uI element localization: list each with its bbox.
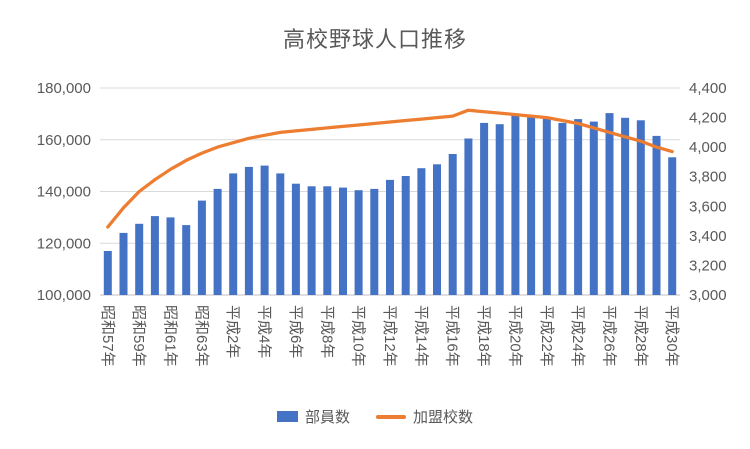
x-axis-tick-label: 平成4年: [256, 305, 273, 358]
x-axis-tick-label: 平成10年: [350, 305, 367, 367]
bar: [558, 122, 567, 296]
bar: [229, 173, 238, 295]
bar: [323, 186, 332, 295]
line-series: [106, 108, 674, 229]
bar: [652, 135, 661, 295]
right-axis-tick-label: 4,400: [689, 80, 727, 97]
bar: [197, 200, 206, 295]
line-series-label: 加盟校数: [413, 409, 474, 426]
right-axis-tick-label: 3,400: [689, 228, 727, 245]
bar: [260, 165, 269, 295]
bar: [150, 216, 159, 295]
bar: [433, 164, 441, 295]
right-axis-tick-label: 3,800: [689, 169, 727, 186]
bar: [668, 157, 677, 295]
x-axis-tick-label: 平成30年: [663, 305, 680, 367]
bar: [354, 190, 363, 295]
bar: [401, 176, 410, 295]
x-axis-tick-label: 平成8年: [318, 305, 335, 358]
left-axis-tick-label: 120,000: [37, 235, 91, 252]
bar: [119, 232, 128, 295]
x-axis-tick-label: 平成28年: [632, 305, 649, 367]
x-axis-tick-label: 平成18年: [475, 305, 492, 367]
bar: [307, 186, 316, 295]
x-axis-tick-label: 平成20年: [506, 305, 523, 367]
bar: [386, 179, 394, 295]
right-axis-tick-label: 3,000: [689, 287, 727, 304]
x-axis-tick-label: 平成26年: [601, 305, 618, 367]
right-axis-tick-label: 3,200: [689, 257, 727, 274]
x-axis-tick-label: 昭和57年: [99, 305, 116, 367]
bar: [511, 115, 520, 295]
right-axis-tick-label: 3,600: [689, 198, 727, 215]
legend: 部員数 加盟校数: [0, 406, 750, 427]
bar: [135, 223, 144, 295]
bar: [574, 119, 583, 295]
bar: [103, 251, 112, 295]
left-axis-tick-label: 140,000: [37, 184, 91, 201]
x-axis-tick-label: 平成2年: [224, 305, 241, 358]
left-axis-tick-label: 160,000: [37, 132, 91, 149]
legend-item-members: 部員数: [276, 406, 350, 427]
bar: [589, 121, 598, 295]
bar: [244, 166, 253, 295]
left-axis-tick-label: 180,000: [37, 80, 91, 97]
bar: [276, 173, 285, 295]
x-axis-tick-label: 平成6年: [287, 305, 304, 358]
bar: [480, 122, 489, 296]
x-axis-tick-label: 昭和59年: [130, 305, 147, 367]
bar: [370, 188, 379, 295]
bar-series-label: 部員数: [304, 409, 350, 426]
line-series-swatch-icon: [376, 414, 406, 419]
bar: [448, 154, 457, 295]
x-axis-tick-label: 平成22年: [538, 305, 555, 367]
bar: [605, 113, 614, 295]
bar: [542, 117, 551, 295]
bar: [621, 117, 630, 295]
x-axis-tick-label: 平成24年: [569, 305, 586, 367]
bar: [291, 183, 300, 295]
bar: [464, 138, 473, 295]
bar: [495, 124, 504, 295]
left-axis-tick-label: 100,000: [37, 287, 91, 304]
bar-series-swatch-icon: [276, 411, 298, 422]
x-axis-tick-label: 平成16年: [444, 305, 461, 367]
bar: [339, 187, 347, 295]
chart-title: 高校野球人口推移: [282, 27, 467, 52]
x-axis-tick-label: 平成14年: [412, 305, 429, 367]
x-axis-tick-label: 昭和61年: [162, 305, 179, 367]
bar: [213, 188, 222, 295]
bar: [182, 225, 191, 295]
right-axis-tick-label: 4,200: [689, 110, 727, 127]
x-axis-tick-label: 昭和63年: [193, 305, 210, 367]
bar: [166, 217, 175, 295]
x-axis-tick-label: 平成12年: [381, 305, 398, 367]
bar: [527, 116, 536, 295]
right-axis-tick-label: 4,000: [689, 139, 727, 156]
bar: [636, 120, 645, 295]
legend-item-schools: 加盟校数: [376, 406, 473, 427]
bar: [417, 168, 426, 295]
